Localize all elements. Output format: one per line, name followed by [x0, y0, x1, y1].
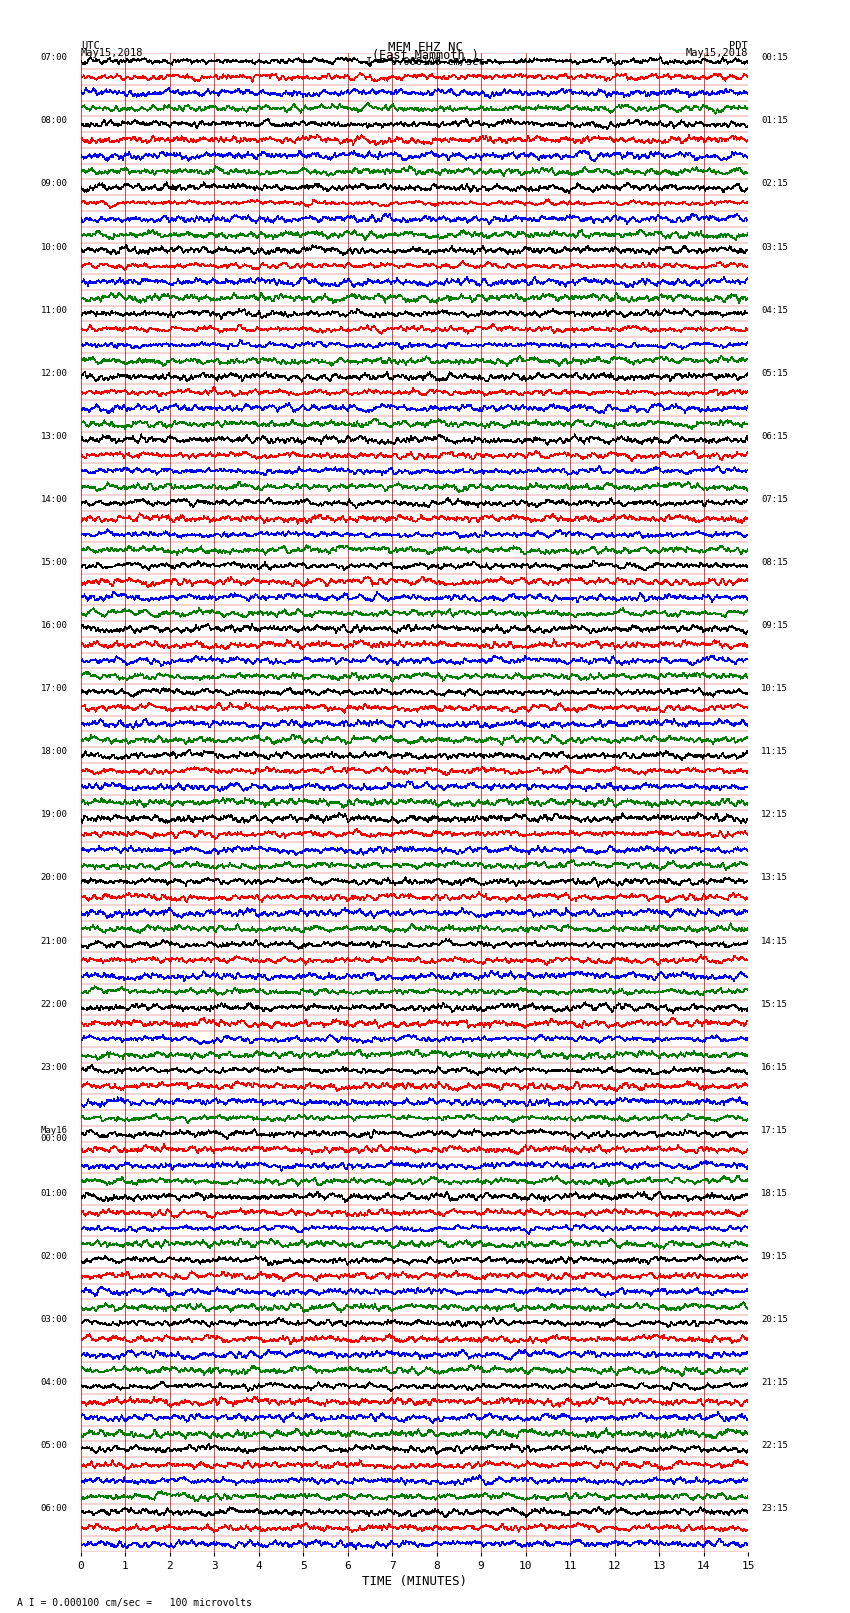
Text: 04:15: 04:15: [762, 305, 788, 315]
Text: PDT: PDT: [729, 40, 748, 52]
Text: 00:00: 00:00: [41, 1134, 67, 1144]
Text: 21:00: 21:00: [41, 937, 67, 945]
Text: 18:00: 18:00: [41, 747, 67, 756]
Text: 22:15: 22:15: [762, 1442, 788, 1450]
Text: 14:15: 14:15: [762, 937, 788, 945]
Text: 09:00: 09:00: [41, 179, 67, 189]
Text: 23:15: 23:15: [762, 1505, 788, 1513]
Text: 08:00: 08:00: [41, 116, 67, 126]
Text: 09:15: 09:15: [762, 621, 788, 631]
Text: 01:00: 01:00: [41, 1189, 67, 1198]
Text: A I = 0.000100 cm/sec =   100 microvolts: A I = 0.000100 cm/sec = 100 microvolts: [17, 1598, 252, 1608]
Text: 13:15: 13:15: [762, 874, 788, 882]
Text: 05:00: 05:00: [41, 1442, 67, 1450]
Text: 15:15: 15:15: [762, 1000, 788, 1008]
Text: 15:00: 15:00: [41, 558, 67, 568]
Text: 23:00: 23:00: [41, 1063, 67, 1071]
Text: 12:15: 12:15: [762, 810, 788, 819]
Text: 03:15: 03:15: [762, 242, 788, 252]
Text: 03:00: 03:00: [41, 1315, 67, 1324]
Text: 00:15: 00:15: [762, 53, 788, 63]
Text: 22:00: 22:00: [41, 1000, 67, 1008]
Text: 11:00: 11:00: [41, 305, 67, 315]
Text: 06:00: 06:00: [41, 1505, 67, 1513]
Text: May15,2018: May15,2018: [81, 48, 144, 58]
Text: I = 0.000100 cm/sec: I = 0.000100 cm/sec: [366, 58, 484, 68]
Text: UTC: UTC: [81, 40, 99, 52]
Text: 20:00: 20:00: [41, 874, 67, 882]
Text: 19:00: 19:00: [41, 810, 67, 819]
Text: 04:00: 04:00: [41, 1378, 67, 1387]
Text: 18:15: 18:15: [762, 1189, 788, 1198]
Text: 10:15: 10:15: [762, 684, 788, 694]
Text: 02:15: 02:15: [762, 179, 788, 189]
Text: 20:15: 20:15: [762, 1315, 788, 1324]
Text: 14:00: 14:00: [41, 495, 67, 503]
Text: 07:00: 07:00: [41, 53, 67, 63]
Text: 07:15: 07:15: [762, 495, 788, 503]
Text: 02:00: 02:00: [41, 1252, 67, 1261]
Text: 01:15: 01:15: [762, 116, 788, 126]
X-axis label: TIME (MINUTES): TIME (MINUTES): [362, 1574, 467, 1587]
Text: 05:15: 05:15: [762, 369, 788, 377]
Text: May16: May16: [41, 1126, 67, 1136]
Text: 17:15: 17:15: [762, 1126, 788, 1136]
Text: 13:00: 13:00: [41, 432, 67, 440]
Text: MEM EHZ NC: MEM EHZ NC: [388, 40, 462, 55]
Text: 11:15: 11:15: [762, 747, 788, 756]
Text: 08:15: 08:15: [762, 558, 788, 568]
Text: 12:00: 12:00: [41, 369, 67, 377]
Text: (East Mammoth ): (East Mammoth ): [371, 50, 479, 63]
Text: 10:00: 10:00: [41, 242, 67, 252]
Text: 16:00: 16:00: [41, 621, 67, 631]
Text: 21:15: 21:15: [762, 1378, 788, 1387]
Text: 17:00: 17:00: [41, 684, 67, 694]
Text: May15,2018: May15,2018: [685, 48, 748, 58]
Text: 16:15: 16:15: [762, 1063, 788, 1071]
Text: 19:15: 19:15: [762, 1252, 788, 1261]
Text: 06:15: 06:15: [762, 432, 788, 440]
